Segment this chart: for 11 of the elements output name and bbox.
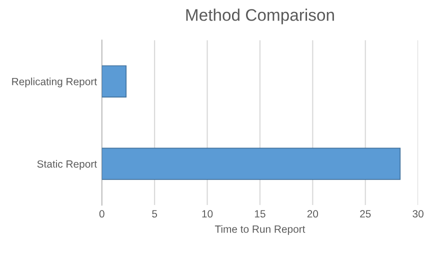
x-tick-label: 20 xyxy=(307,210,318,218)
x-tick-label: 25 xyxy=(360,210,371,218)
x-tick-label: 15 xyxy=(254,210,266,218)
x-tick-label: 30 xyxy=(412,210,424,218)
x-tick-label: 5 xyxy=(152,210,158,218)
y-tick-label: Static Report xyxy=(37,160,97,170)
x-tick-label: 0 xyxy=(99,210,104,218)
x-axis-title: Time to Run Report xyxy=(214,225,306,235)
chart-title: Method Comparison xyxy=(186,8,334,24)
y-tick-label: Replicating Report xyxy=(12,78,97,88)
x-tick-label: 10 xyxy=(202,210,213,218)
